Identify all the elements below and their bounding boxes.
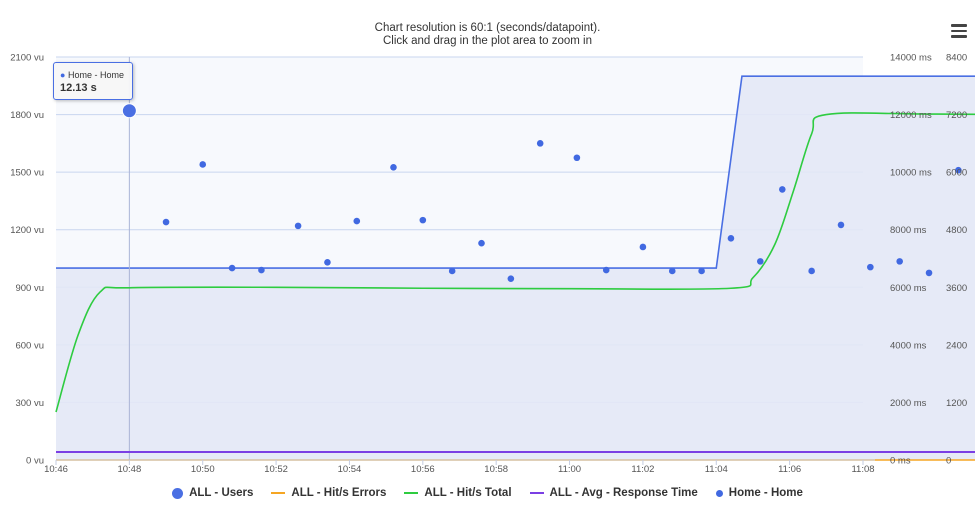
y-left-tick-label: 1800 vu xyxy=(10,110,44,121)
subtitle-line-2: Click and drag in the plot area to zoom … xyxy=(382,35,593,47)
subtitle-line-1: Chart resolution is 60:1 (seconds/datapo… xyxy=(374,22,601,34)
y-right2-tick-label: 0 xyxy=(946,456,951,467)
home-point[interactable] xyxy=(294,222,302,230)
series-hits-total-line[interactable] xyxy=(55,112,975,413)
home-point[interactable] xyxy=(955,166,962,174)
home-point[interactable] xyxy=(779,186,786,193)
legend-avg-response-line-icon xyxy=(529,492,544,494)
y-right1-tick-label: 8000 ms xyxy=(890,225,927,236)
x-tick-label: 11:08 xyxy=(851,464,874,475)
home-point[interactable] xyxy=(808,267,815,275)
home-point[interactable] xyxy=(448,267,456,275)
home-point[interactable] xyxy=(324,259,331,266)
home-point[interactable] xyxy=(925,269,933,277)
legend-errors-line-icon xyxy=(271,492,286,494)
home-point[interactable] xyxy=(639,243,647,251)
legend-users-circle-icon xyxy=(172,487,184,499)
y-right2-tick-label: 6000 xyxy=(946,168,967,179)
home-point[interactable] xyxy=(390,164,397,171)
home-point[interactable] xyxy=(573,154,581,162)
legend-label-avg-response: ALL - Avg - Response Time xyxy=(549,487,698,499)
tooltip-series: Home - Home xyxy=(67,70,124,80)
highlight-point[interactable] xyxy=(121,103,137,119)
y-right1-tick-label: 0 ms xyxy=(890,456,911,467)
legend-label-errors: ALL - Hit/s Errors xyxy=(291,487,387,499)
home-point[interactable] xyxy=(199,161,207,168)
series-users-line[interactable] xyxy=(56,75,975,269)
y-right2-tick-label: 8400 xyxy=(946,53,967,64)
y-right1-tick-label: 2000 ms xyxy=(890,398,927,409)
tooltip: ● Home - Home 12.13 s xyxy=(53,62,133,100)
y-right1-tick-label: 6000 ms xyxy=(890,283,927,294)
y-right2-tick-label: 1200 xyxy=(946,398,967,409)
home-point[interactable] xyxy=(258,266,265,274)
x-tick-label: 11:04 xyxy=(705,464,728,475)
legend-item-home[interactable]: Home - Home xyxy=(715,487,803,499)
chart-subtitle: Chart resolution is 60:1 (seconds/datapo… xyxy=(0,22,975,48)
y-left-tick-label: 900 vu xyxy=(15,283,44,294)
home-point[interactable] xyxy=(867,263,874,271)
home-point[interactable] xyxy=(837,221,845,229)
legend-item-hits-total[interactable]: ALL - Hit/s Total xyxy=(404,487,512,499)
legend-label-home: Home - Home xyxy=(728,487,803,499)
home-point[interactable] xyxy=(162,218,170,226)
x-tick-label: 10:54 xyxy=(338,464,362,475)
legend-item-users[interactable]: ALL - Users xyxy=(172,487,253,499)
y-right1-tick-label: 14000 ms xyxy=(890,53,932,64)
y-left-tick-label: 1500 vu xyxy=(10,168,44,179)
home-point[interactable] xyxy=(727,235,735,242)
x-tick-label: 11:02 xyxy=(631,464,654,475)
x-tick-label: 10:56 xyxy=(411,464,435,475)
home-point[interactable] xyxy=(756,258,764,265)
y-right1-tick-label: 4000 ms xyxy=(890,340,927,351)
tooltip-value: 12.13 s xyxy=(60,82,97,94)
x-tick-label: 10:52 xyxy=(264,464,288,475)
x-tick-label: 10:46 xyxy=(44,464,68,475)
y-right2-tick-label: 2400 xyxy=(946,340,967,351)
hamburger-menu-icon[interactable] xyxy=(951,24,967,38)
tooltip-dot-icon: ● xyxy=(60,70,66,80)
y-right1-tick-label: 10000 ms xyxy=(890,168,932,179)
y-right2-tick-label: 3600 xyxy=(946,283,967,294)
legend-home-dot-icon xyxy=(715,489,723,497)
y-left-tick-label: 1200 vu xyxy=(10,225,44,236)
home-point[interactable] xyxy=(536,140,544,147)
x-tick-label: 11:00 xyxy=(558,464,581,475)
y-right1-tick-label: 12000 ms xyxy=(890,110,932,121)
y-left-tick-label: 600 vu xyxy=(15,340,44,351)
legend-hits-total-line-icon xyxy=(404,492,419,494)
home-point[interactable] xyxy=(507,275,515,282)
home-point[interactable] xyxy=(419,216,427,224)
home-point[interactable] xyxy=(478,239,485,247)
legend-label-users: ALL - Users xyxy=(189,487,254,499)
y-right2-tick-label: 4800 xyxy=(946,225,967,236)
home-point[interactable] xyxy=(698,267,705,275)
legend-item-errors[interactable]: ALL - Hit/s Errors xyxy=(271,487,386,499)
home-point[interactable] xyxy=(602,266,610,274)
x-tick-label: 10:58 xyxy=(484,464,508,475)
legend-item-avg-response[interactable]: ALL - Avg - Response Time xyxy=(529,487,698,499)
x-tick-label: 10:48 xyxy=(117,464,141,475)
y-left-tick-label: 300 vu xyxy=(15,398,44,409)
home-point[interactable] xyxy=(228,264,236,272)
x-tick-label: 11:06 xyxy=(778,464,801,475)
home-point[interactable] xyxy=(353,217,361,225)
legend-label-hits-total: ALL - Hit/s Total xyxy=(424,487,512,499)
home-point[interactable] xyxy=(896,258,903,265)
home-point[interactable] xyxy=(668,267,676,275)
legend: ALL - Users ALL - Hit/s Errors ALL - Hit… xyxy=(0,487,975,499)
y-right2-tick-label: 7200 xyxy=(946,110,967,121)
y-left-tick-label: 2100 vu xyxy=(10,53,44,64)
x-tick-label: 10:50 xyxy=(191,464,215,475)
y-left-tick-label: 0 vu xyxy=(26,456,44,467)
